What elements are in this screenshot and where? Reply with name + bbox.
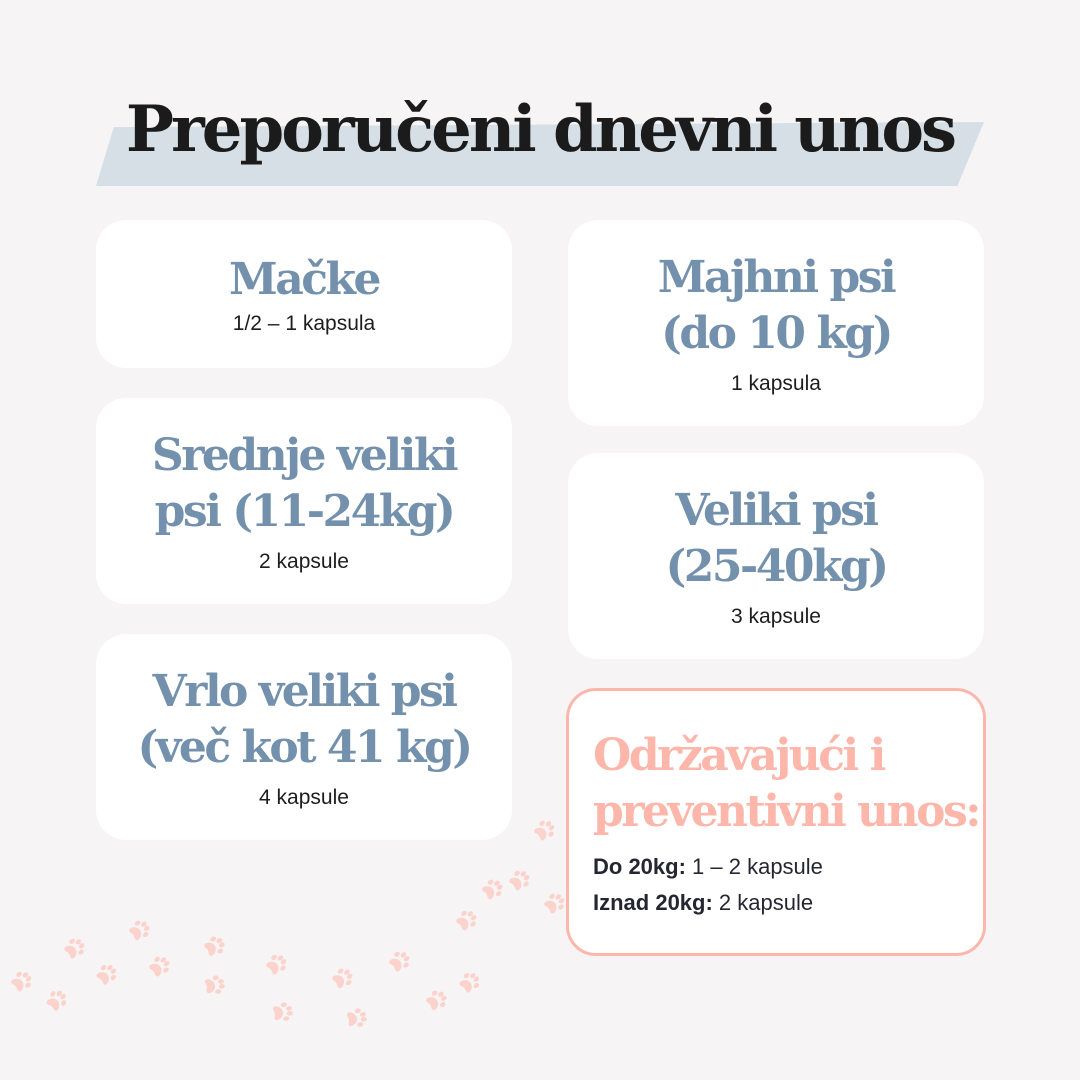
card-very-large-dogs: Vrlo veliki psi (več kot 41 kg) 4 kapsul… [96,634,512,840]
card-large-dogs: Veliki psi (25-40kg) 3 kapsule [568,453,984,659]
paw-print-icon [4,963,41,1000]
paw-print-icon [452,964,489,1001]
paw-print-icon [382,943,419,980]
card-heading: Vrlo veliki psi (več kot 41 kg) [137,666,473,773]
paw-print-icon [259,946,296,983]
maintenance-row: Do 20kg: 1 – 2 kapsule [593,854,823,880]
paw-print-icon [342,1003,372,1033]
maintenance-heading: Održavajući i preventivni unos: [593,730,981,837]
card-dose: 4 kapsule [259,786,349,809]
card-dose: 1 kapsula [731,372,821,395]
row-label: Do 20kg: [593,854,686,879]
paw-print-icon [502,862,539,899]
card-dose: 1/2 – 1 kapsula [232,312,376,335]
paw-print-icon [89,956,126,993]
card-heading: Veliki psi (25-40kg) [665,485,889,592]
card-dose: 3 kapsule [731,605,821,628]
paw-print-icon [142,948,179,985]
card-dose: 2 kapsule [259,550,349,573]
row-label: Iznad 20kg: [593,890,713,915]
paw-print-icon [475,871,511,907]
card-heading: Mačke [229,254,382,305]
paw-print-icon [325,960,361,996]
card-heading: Majhni psi (do 10 kg) [657,252,897,359]
title-highlight [96,122,984,186]
card-maintenance: Održavajući i preventivni unos: Do 20kg:… [566,688,986,956]
row-value: 1 – 2 kapsule [685,854,823,879]
paw-print-icon [197,928,233,964]
paw-print-icon [57,930,94,967]
paw-print-icon [449,902,486,939]
card-small-dogs: Majhni psi (do 10 kg) 1 kapsula [568,220,984,426]
row-value: 2 kapsule [712,890,814,915]
paw-print-icon [537,885,574,922]
paw-print-icon [268,997,298,1027]
card-heading: Srednje veliki psi (11-24kg) [151,430,459,537]
paw-print-icon [122,912,158,948]
card-cats: Mačke 1/2 – 1 kapsula [96,220,512,368]
page-title: Preporučeni dnevni unos [125,92,957,167]
card-medium-dogs: Srednje veliki psi (11-24kg) 2 kapsule [96,398,512,604]
paw-print-icon [527,812,564,849]
paw-print-icon [419,982,455,1018]
paw-print-icon [39,982,76,1019]
maintenance-row: Iznad 20kg: 2 kapsule [593,890,813,916]
paw-print-icon [200,970,230,1000]
